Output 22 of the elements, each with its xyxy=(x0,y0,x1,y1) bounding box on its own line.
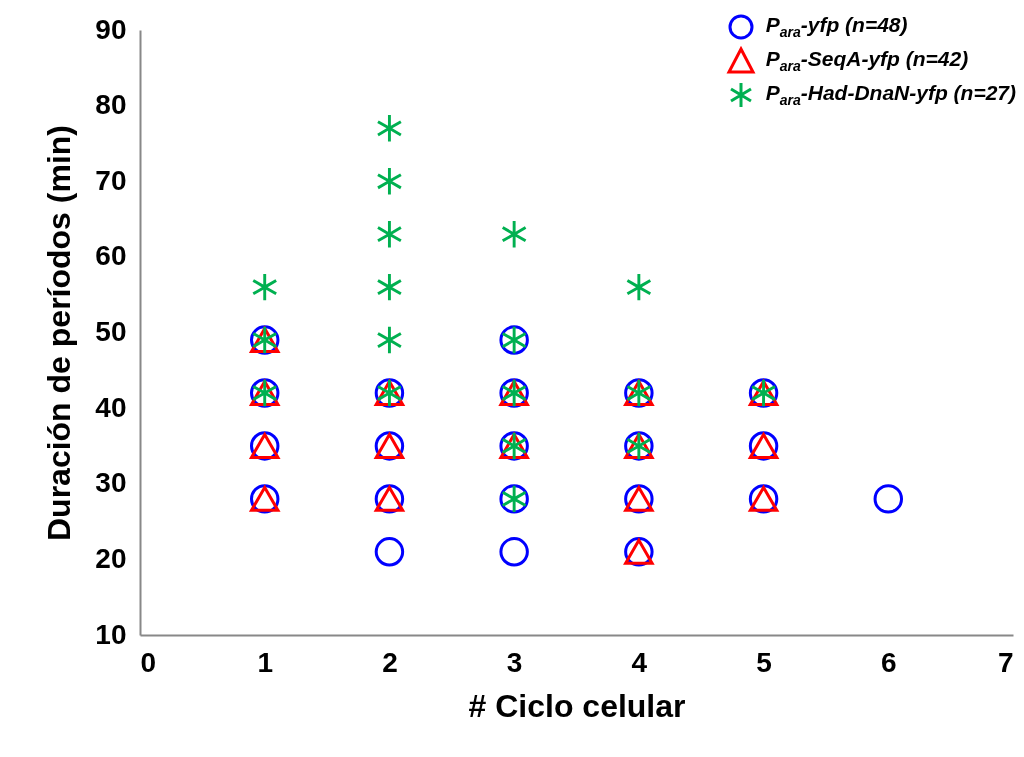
y-tick-label: 40 xyxy=(95,391,127,423)
x-axis-title: # Ciclo celular xyxy=(468,687,686,724)
x-tick-label: 2 xyxy=(382,646,398,678)
y-tick-label: 30 xyxy=(95,467,127,499)
y-tick-label: 10 xyxy=(95,618,127,650)
x-tick-label: 1 xyxy=(257,646,273,678)
x-tick-label: 3 xyxy=(506,646,523,678)
x-tick-label: 5 xyxy=(756,646,772,678)
y-tick-label: 90 xyxy=(95,13,127,45)
y-axis-title: Duración de períodos (min) xyxy=(41,124,78,542)
x-tick-label: 0 xyxy=(140,646,157,678)
y-tick-label: 60 xyxy=(95,240,127,272)
x-tick-label: 6 xyxy=(881,646,897,678)
y-tick-label: 80 xyxy=(95,89,127,121)
legend-label: P$_{ara}$-Had-DnaN-yfp (n=27) xyxy=(765,81,1016,109)
y-tick-label: 70 xyxy=(95,164,127,196)
x-tick-label: 7 xyxy=(997,646,1014,678)
x-tick-label: 4 xyxy=(631,646,648,678)
y-tick-label: 20 xyxy=(95,542,127,574)
y-tick-label: 50 xyxy=(95,316,127,347)
legend-label: P$_{ara}$-yfp (n=48) xyxy=(765,13,908,41)
legend-label: P$_{ara}$-SeqA-yfp (n=42) xyxy=(765,47,969,75)
